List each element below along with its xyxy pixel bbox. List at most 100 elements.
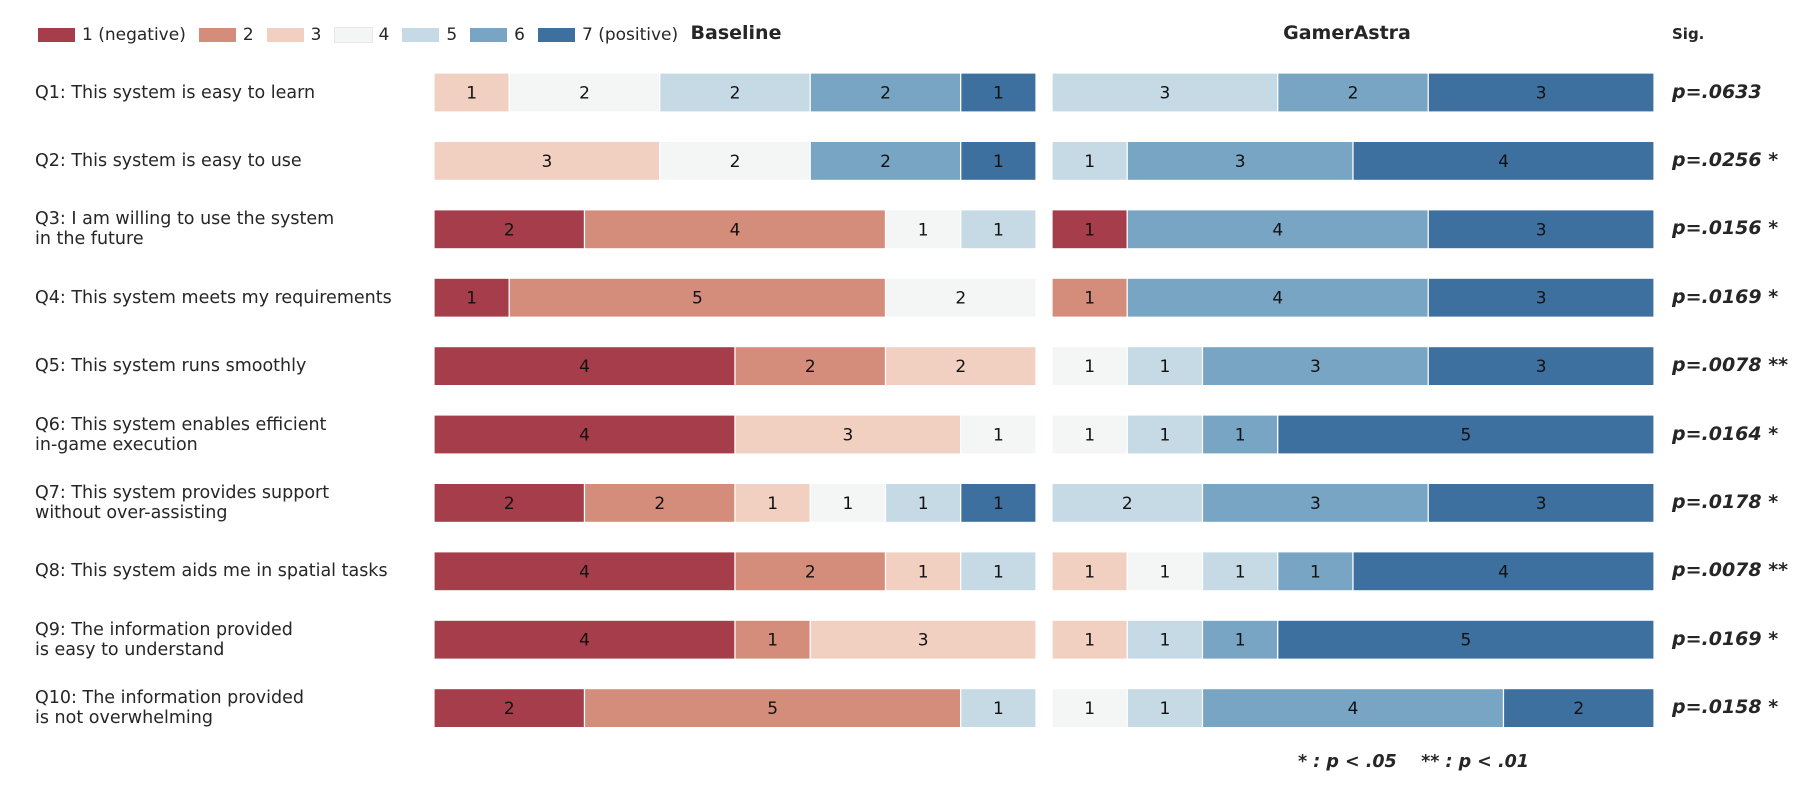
- bar-count-label: 4: [1272, 220, 1283, 240]
- bar-count-label: 1: [993, 494, 1004, 514]
- bar-segment: [433, 72, 510, 113]
- question-label: Q2: This system is easy to use: [35, 151, 302, 171]
- question-label-line: Q7: This system provides support: [35, 482, 330, 503]
- p-value-label: p=.0633: [1672, 80, 1762, 103]
- bar-count-label: 3: [1536, 494, 1547, 514]
- question-label: Q7: This system provides support without …: [35, 483, 329, 523]
- bar-segment: [1051, 551, 1128, 592]
- bar-count-label: 3: [1310, 494, 1321, 514]
- bar-count-label: 2: [1122, 494, 1133, 514]
- bar-count-label: 2: [504, 494, 515, 514]
- bar-segment: [583, 687, 962, 729]
- bar-segment: [1352, 140, 1655, 181]
- bar-count-label: 4: [579, 357, 590, 377]
- question-label: Q10: The information provided is not over…: [35, 688, 304, 728]
- bar-segment: [1427, 72, 1655, 113]
- legend-swatch: [537, 28, 575, 42]
- bar-segment: [1201, 687, 1505, 729]
- legend-item: 1 (negative): [38, 25, 186, 45]
- bar-count-label: 1: [918, 494, 929, 514]
- bar-count-label: 4: [579, 426, 590, 446]
- bar-segment: [1427, 346, 1655, 387]
- bar-count-label: 1: [1084, 357, 1095, 377]
- bar-count-label: 1: [993, 152, 1004, 172]
- bar-segment: [583, 482, 736, 523]
- bar-count-label: 5: [692, 289, 703, 309]
- bar-count-label: 2: [504, 220, 515, 240]
- legend-item: 3: [266, 25, 322, 45]
- bar-segment: [659, 140, 811, 181]
- bar-count-label: 3: [1235, 152, 1246, 172]
- bar-segment: [433, 551, 736, 592]
- bar-count-label: 2: [730, 84, 741, 104]
- bar-count-label: 1: [1159, 426, 1170, 446]
- bar-count-label: 1: [1310, 562, 1321, 582]
- legend: 1 (negative) 2 3 4 5 6 7 (positive): [38, 24, 691, 46]
- question-label-line: without over-assisting: [35, 502, 228, 523]
- question-label-line: Q6: This system enables efficient: [35, 414, 327, 435]
- bar-count-label: 1: [1084, 220, 1095, 240]
- bar-count-label: 2: [1573, 699, 1584, 719]
- bar-count-label: 4: [1348, 699, 1359, 719]
- question-label-line: Q8: This system aids me in spatial tasks: [35, 561, 388, 582]
- bar-segment: [809, 482, 887, 523]
- bar-count-label: 4: [1498, 562, 1509, 582]
- bar-segment: [960, 414, 1037, 455]
- bar-count-label: 1: [466, 289, 477, 309]
- panel-title-gamerastra: GamerAstra: [1283, 22, 1411, 44]
- legend-item: 5: [402, 25, 457, 45]
- question-label-line: Q2: This system is easy to use: [35, 150, 302, 171]
- bar-segment: [1126, 619, 1204, 660]
- bar-segment: [1051, 140, 1128, 181]
- question-label-line: is not overwhelming: [35, 708, 213, 729]
- bar-segment: [1201, 619, 1279, 660]
- bar-count-label: 4: [730, 220, 741, 240]
- sig-column-header: Sig.: [1672, 25, 1705, 43]
- legend-item: 7 (positive): [537, 25, 678, 45]
- bar-count-label: 2: [880, 152, 891, 172]
- bar-segment: [1201, 551, 1279, 592]
- question-label-line: in-game execution: [35, 434, 198, 455]
- bar-segment: [960, 551, 1037, 592]
- bar-count-label: 1: [767, 494, 778, 514]
- p-value-label: p=.0156 *: [1672, 217, 1779, 240]
- bar-segment: [508, 277, 887, 318]
- bar-segment: [1201, 414, 1279, 455]
- bar-segment: [960, 209, 1037, 250]
- bar-count-label: 1: [767, 631, 778, 651]
- bar-segment: [1427, 482, 1655, 523]
- bar-segment: [809, 619, 1037, 660]
- bar-segment: [809, 140, 962, 181]
- bar-count-label: 3: [1536, 84, 1547, 104]
- legend-label: 5: [446, 25, 458, 45]
- bar-count-label: 1: [1084, 152, 1095, 172]
- question-label-line: Q9: The information provided: [35, 619, 293, 640]
- bar-count-label: 4: [579, 631, 590, 651]
- p-value-label: p=.0256 *: [1672, 148, 1779, 171]
- bar-segment: [433, 346, 736, 387]
- bar-segment: [1051, 277, 1128, 318]
- legend-item: 2: [198, 25, 254, 45]
- bar-count-label: 1: [1084, 426, 1095, 446]
- legend-swatch: [198, 28, 236, 42]
- bar-segment: [1126, 414, 1204, 455]
- bar-count-label: 1: [993, 426, 1004, 446]
- legend-swatch: [470, 28, 508, 42]
- bar-count-label: 2: [880, 84, 891, 104]
- legend-label: 1 (negative): [82, 25, 186, 45]
- bar-count-label: 1: [1084, 631, 1095, 651]
- bar-count-label: 2: [1348, 84, 1359, 104]
- question-label: Q3: I am willing to use the system in the…: [35, 209, 334, 249]
- legend-swatch: [402, 28, 440, 42]
- bar-segment: [960, 482, 1037, 523]
- bar-count-label: 1: [1159, 699, 1170, 719]
- bar-count-label: 1: [1084, 699, 1095, 719]
- bar-segment: [1201, 346, 1429, 387]
- p-value-label: p=.0164 *: [1672, 422, 1779, 445]
- bar-segment: [1277, 414, 1655, 455]
- legend-label: 6: [514, 25, 525, 45]
- p-value-label: p=.0078 **: [1672, 559, 1789, 582]
- bar-segment: [433, 482, 586, 523]
- bar-count-label: 1: [1235, 631, 1246, 651]
